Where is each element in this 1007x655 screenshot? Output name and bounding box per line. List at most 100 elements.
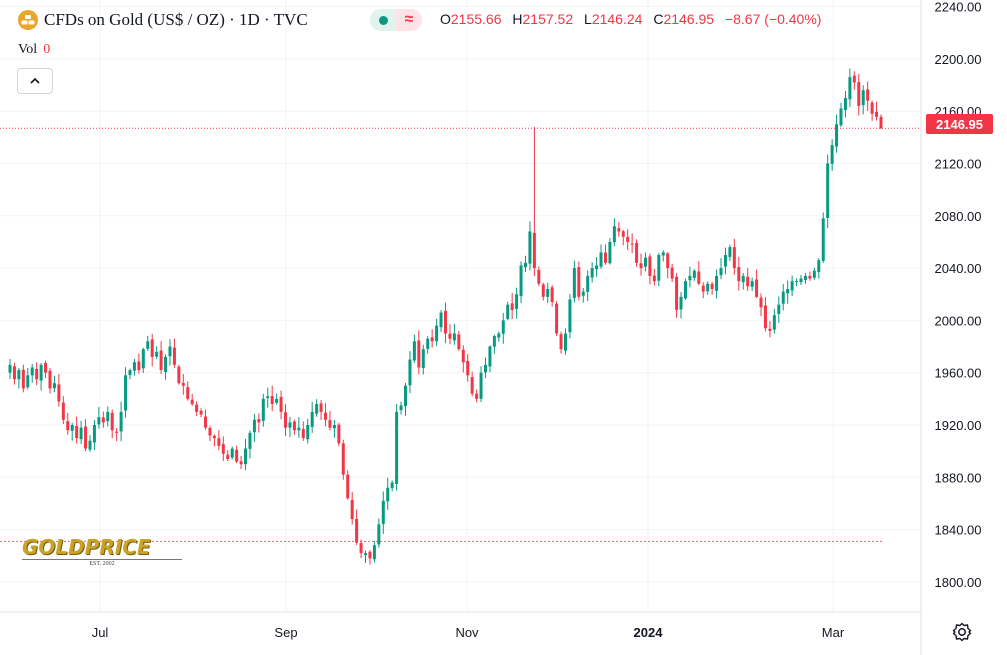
candle[interactable] [821,212,825,263]
candle[interactable] [470,371,474,397]
candle[interactable] [683,278,687,300]
candle[interactable] [501,312,505,344]
candle[interactable] [128,368,132,380]
candle[interactable] [737,256,741,291]
candle[interactable] [808,271,812,281]
candle[interactable] [826,154,830,229]
candle[interactable] [515,287,519,319]
candle[interactable] [395,403,399,491]
candle[interactable] [328,411,332,431]
candle[interactable] [119,401,123,442]
candle[interactable] [426,336,430,354]
candle[interactable] [204,409,208,430]
candle[interactable] [772,308,776,334]
candle[interactable] [84,419,88,452]
candle[interactable] [848,68,852,108]
market-status-pill[interactable]: ≈ [370,9,422,31]
candle[interactable] [261,393,265,427]
candle[interactable] [332,419,336,438]
candle[interactable] [595,257,599,277]
candle[interactable] [741,273,745,290]
candle[interactable] [35,362,39,385]
candle[interactable] [235,445,239,464]
candle[interactable] [61,396,65,425]
candle[interactable] [448,324,452,345]
candle[interactable] [57,374,61,407]
candle[interactable] [626,229,630,251]
candle[interactable] [648,253,652,285]
candle[interactable] [675,273,679,318]
candle[interactable] [866,81,870,111]
candle[interactable] [208,425,212,442]
candle[interactable] [244,438,248,471]
candle[interactable] [715,269,719,299]
candle[interactable] [8,359,12,380]
candle[interactable] [755,269,759,299]
candle[interactable] [230,446,234,460]
candle[interactable] [386,477,390,510]
candle[interactable] [399,401,403,415]
candle[interactable] [92,419,96,451]
candle[interactable] [115,427,119,442]
candle[interactable] [404,383,408,416]
symbol-title[interactable]: CFDs on Gold (US$ / OZ) · 1D · TVC [44,10,308,29]
candle[interactable] [124,367,128,418]
candle[interactable] [466,354,470,382]
candle[interactable] [21,364,25,393]
candle[interactable] [146,335,150,351]
candle[interactable] [372,540,376,563]
candle[interactable] [186,381,190,401]
candle[interactable] [719,258,723,280]
candle[interactable] [710,281,714,295]
candle[interactable] [532,126,536,276]
candle[interactable] [97,407,101,429]
candle[interactable] [212,434,216,447]
candle[interactable] [746,268,750,291]
candle[interactable] [528,221,532,271]
candle[interactable] [226,450,230,462]
candle[interactable] [488,345,492,373]
candle[interactable] [106,406,110,427]
candle[interactable] [39,363,43,391]
candle[interactable] [679,291,683,319]
candle[interactable] [324,403,328,427]
candle[interactable] [759,293,763,317]
candle[interactable] [284,404,288,437]
candle[interactable] [661,250,665,262]
candle[interactable] [497,331,501,342]
candle[interactable] [110,409,114,439]
candle[interactable] [88,435,92,452]
candle[interactable] [252,413,256,442]
candle[interactable] [52,375,56,393]
candle[interactable] [492,334,496,354]
candle[interactable] [510,292,514,319]
candle[interactable] [612,218,616,247]
candle[interactable] [581,287,585,303]
candle[interactable] [577,261,581,301]
candle[interactable] [803,273,807,284]
candle[interactable] [852,71,856,90]
candle[interactable] [817,258,821,279]
candle[interactable] [17,368,21,389]
candle[interactable] [555,301,559,337]
candle[interactable] [795,278,799,287]
candle[interactable] [319,400,323,421]
candle[interactable] [586,270,590,302]
candle[interactable] [506,301,510,321]
candle[interactable] [461,345,465,373]
candle[interactable] [435,318,439,347]
candle[interactable] [164,354,168,380]
candle[interactable] [635,239,639,267]
candle[interactable] [630,233,634,254]
candles[interactable] [8,68,883,565]
candle[interactable] [221,436,225,461]
candle[interactable] [781,284,785,311]
candle[interactable] [12,362,16,385]
candle[interactable] [141,347,145,373]
candle[interactable] [412,334,416,364]
candle[interactable] [346,470,350,500]
candle[interactable] [563,328,567,355]
candle[interactable] [786,280,790,304]
candle[interactable] [150,333,154,367]
